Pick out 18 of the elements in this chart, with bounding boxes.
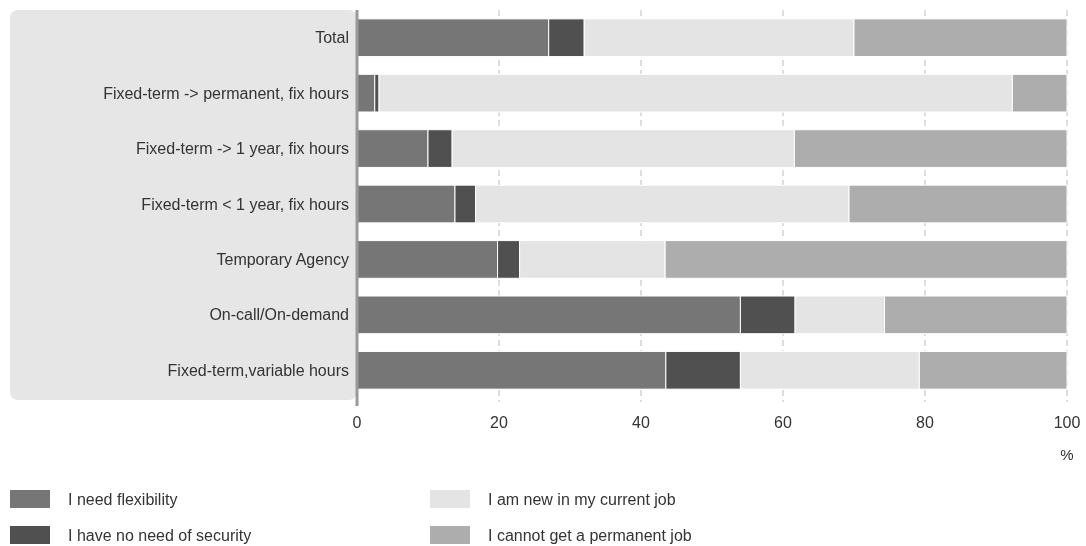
x-axis-title: % bbox=[1060, 446, 1074, 463]
x-tick-label: 0 bbox=[352, 414, 362, 431]
x-tick-label: 20 bbox=[490, 414, 508, 431]
legend-label: I have no need of security bbox=[68, 526, 252, 544]
legend-label: I need flexibility bbox=[68, 490, 178, 508]
x-tick-label: 60 bbox=[774, 414, 792, 431]
y-tick-label: Fixed-term < 1 year, fix hours bbox=[141, 195, 349, 213]
x-tick-label: 80 bbox=[916, 414, 934, 431]
y-tick-label: Temporary Agency bbox=[216, 251, 349, 269]
y-tick-label: Fixed-term,variable hours bbox=[167, 361, 349, 379]
y-tick-label: Fixed-term -> 1 year, fix hours bbox=[136, 140, 349, 158]
y-tick-label: Fixed-term -> permanent, fix hours bbox=[103, 84, 349, 102]
x-tick-label: 40 bbox=[632, 414, 650, 431]
legend-label: I cannot get a permanent job bbox=[488, 526, 692, 544]
x-tick-label: 100 bbox=[1053, 414, 1081, 431]
y-tick-label: On-call/On-demand bbox=[209, 306, 349, 324]
y-tick-label: Total bbox=[315, 29, 349, 47]
legend-label: I am new in my current job bbox=[488, 490, 676, 508]
